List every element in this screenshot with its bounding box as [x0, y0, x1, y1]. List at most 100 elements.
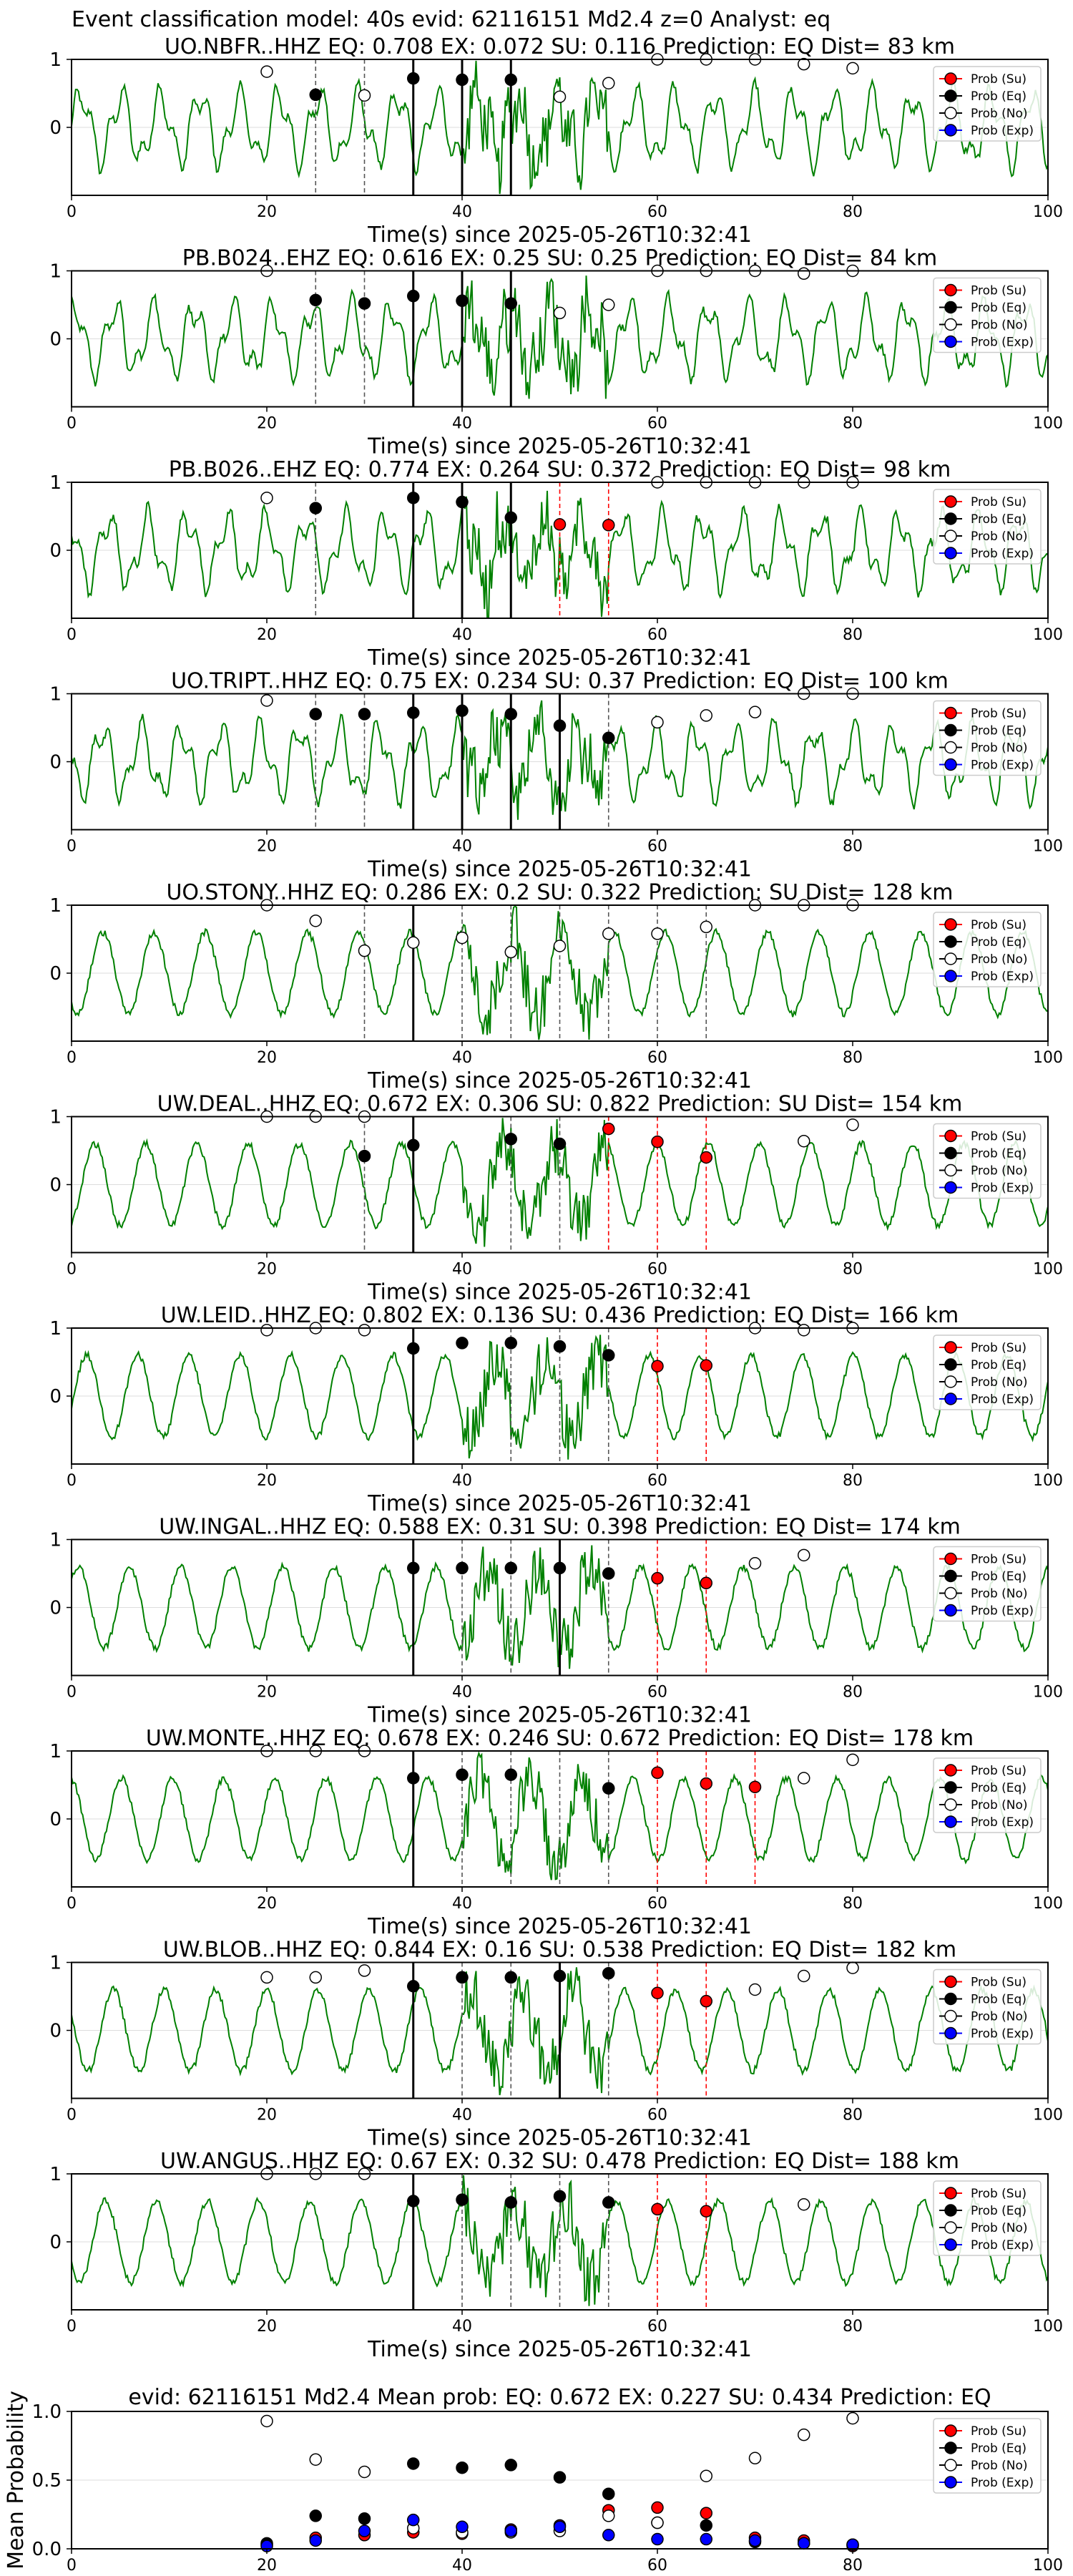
x-tick-label: 20	[257, 1895, 277, 1913]
x-tick-label: 100	[1033, 1049, 1063, 1067]
prob-no-marker	[846, 1961, 859, 1974]
prob-eq-marker	[504, 73, 517, 87]
legend-label: Prob (Eq)	[971, 1781, 1027, 1795]
x-tick-label: 20	[257, 2107, 277, 2124]
legend-marker	[944, 918, 957, 931]
mean-eq-marker	[358, 2512, 371, 2525]
prob-eq-marker	[456, 1971, 469, 1984]
x-axis-label: Time(s) since 2025-05-26T10:32:41	[367, 857, 752, 882]
prob-no-marker	[407, 936, 420, 949]
legend-label: Prob (Su)	[971, 1976, 1027, 1990]
mean-no-marker	[260, 2414, 273, 2428]
prob-eq-marker	[553, 1969, 567, 1983]
mean-no-marker	[358, 2465, 371, 2479]
prob-su-marker	[700, 1994, 712, 2008]
legend-box	[933, 277, 1042, 353]
x-tick-label: 0	[67, 415, 77, 433]
prob-no-marker	[748, 706, 762, 718]
y-tick-label: 0	[49, 1598, 62, 1619]
legend-marker	[944, 1764, 957, 1777]
mean-no-marker	[846, 2411, 859, 2425]
waveform-panel: PB.B024..EHZ EQ: 0.616 EX: 0.25 SU: 0.25…	[49, 246, 1063, 459]
legend-marker	[944, 335, 957, 348]
legend-box	[933, 2180, 1042, 2256]
legend-marker	[944, 1552, 957, 1566]
x-tick-label: 20	[257, 1684, 277, 1702]
x-tick-label: 100	[1033, 1684, 1063, 1702]
legend-label: Prob (Su)	[971, 918, 1027, 932]
x-axis-label: Time(s) since 2025-05-26T10:32:41	[367, 2126, 752, 2151]
y-tick-label: 1	[49, 49, 62, 71]
legend-label: Prob (Exp)	[971, 970, 1034, 984]
mean-probability-panel: evid: 62116151 Md2.4 Mean prob: EQ: 0.67…	[4, 2385, 1063, 2575]
prob-eq-marker	[407, 289, 420, 303]
legend-label: Prob (Su)	[971, 284, 1027, 298]
prob-eq-marker	[553, 1137, 567, 1151]
mean-exp-marker	[553, 2520, 567, 2534]
x-tick-label: 60	[647, 1895, 667, 1913]
waveform-panel: UO.STONY..HHZ EQ: 0.286 EX: 0.2 SU: 0.32…	[49, 880, 1063, 1093]
prob-eq-marker	[504, 1133, 517, 1146]
prob-su-marker	[651, 1766, 664, 1780]
x-tick-label: 100	[1033, 415, 1063, 433]
x-tick-label: 0	[67, 1684, 77, 1702]
x-tick-label: 60	[647, 2107, 667, 2124]
y-tick-label: 1	[49, 2164, 62, 2185]
prob-eq-marker	[553, 719, 567, 732]
prob-no-marker	[260, 694, 273, 707]
legend-label: Prob (Su)	[971, 707, 1027, 721]
y-tick-label: 0	[49, 329, 62, 351]
prob-no-marker	[309, 914, 322, 927]
waveform-panel: PB.B026..EHZ EQ: 0.774 EX: 0.264 SU: 0.3…	[49, 457, 1063, 670]
x-axis-label: Time(s) since 2025-05-26T10:32:41	[367, 434, 752, 459]
prob-eq-marker	[407, 1561, 420, 1575]
waveform-panel: UW.INGAL..HHZ EQ: 0.588 EX: 0.31 SU: 0.3…	[49, 1515, 1063, 1728]
x-tick-label: 0	[67, 1472, 77, 1490]
mean-no-marker	[309, 2453, 322, 2466]
mean-eq-marker	[602, 2487, 615, 2500]
prob-eq-marker	[602, 1349, 615, 1362]
prob-eq-marker	[358, 1149, 371, 1163]
mean-eq-marker	[309, 2509, 322, 2522]
x-tick-label: 100	[1033, 626, 1063, 644]
legend-label: Prob (Exp)	[971, 2027, 1034, 2041]
x-tick-label: 20	[257, 2318, 277, 2336]
prob-eq-marker	[504, 297, 517, 310]
legend-box	[933, 1335, 1042, 1410]
legend-label: Prob (Eq)	[971, 1358, 1027, 1372]
prob-su-marker	[700, 1777, 712, 1790]
x-tick-label: 100	[1033, 2318, 1063, 2336]
prob-no-marker	[798, 1548, 810, 1562]
mean-exp-marker	[651, 2532, 664, 2546]
x-axis-label: Time(s) since 2025-05-26T10:32:41	[367, 223, 752, 248]
x-tick-label: 80	[843, 838, 863, 856]
x-axis-label: Time(s) since 2025-05-26T10:32:41	[367, 645, 752, 670]
legend-marker	[944, 2026, 957, 2040]
y-tick-label: 0	[49, 2021, 62, 2042]
panel-title: UW.MONTE..HHZ EQ: 0.678 EX: 0.246 SU: 0.…	[146, 1726, 974, 1751]
prob-eq-marker	[456, 294, 469, 308]
prob-no-marker	[798, 1324, 810, 1337]
legend-marker	[944, 2204, 957, 2217]
prob-no-marker	[846, 1753, 859, 1767]
prob-no-marker	[358, 1964, 371, 1977]
mean-exp-marker	[358, 2524, 371, 2537]
x-tick-label: 60	[647, 1684, 667, 1702]
y-tick-label: 1.0	[32, 2401, 62, 2423]
y-tick-label: 1	[49, 472, 62, 494]
y-tick-label: 0.5	[32, 2470, 62, 2492]
mean-su-marker	[651, 2501, 664, 2514]
mean-eq-marker	[700, 2519, 712, 2532]
x-tick-label: 40	[452, 203, 472, 221]
panel-title: UW.BLOB..HHZ EQ: 0.844 EX: 0.16 SU: 0.53…	[163, 1938, 956, 1963]
legend-marker	[944, 495, 957, 508]
x-tick-label: 0	[67, 1895, 77, 1913]
legend-label: Prob (No)	[971, 741, 1028, 756]
prob-su-marker	[602, 1122, 615, 1136]
y-tick-label: 0	[49, 1809, 62, 1830]
legend-label: Prob (Exp)	[971, 758, 1034, 773]
y-tick-label: 1	[49, 684, 62, 706]
prob-su-marker	[651, 1571, 664, 1585]
x-tick-label: 40	[452, 2557, 472, 2575]
x-tick-label: 20	[257, 415, 277, 433]
